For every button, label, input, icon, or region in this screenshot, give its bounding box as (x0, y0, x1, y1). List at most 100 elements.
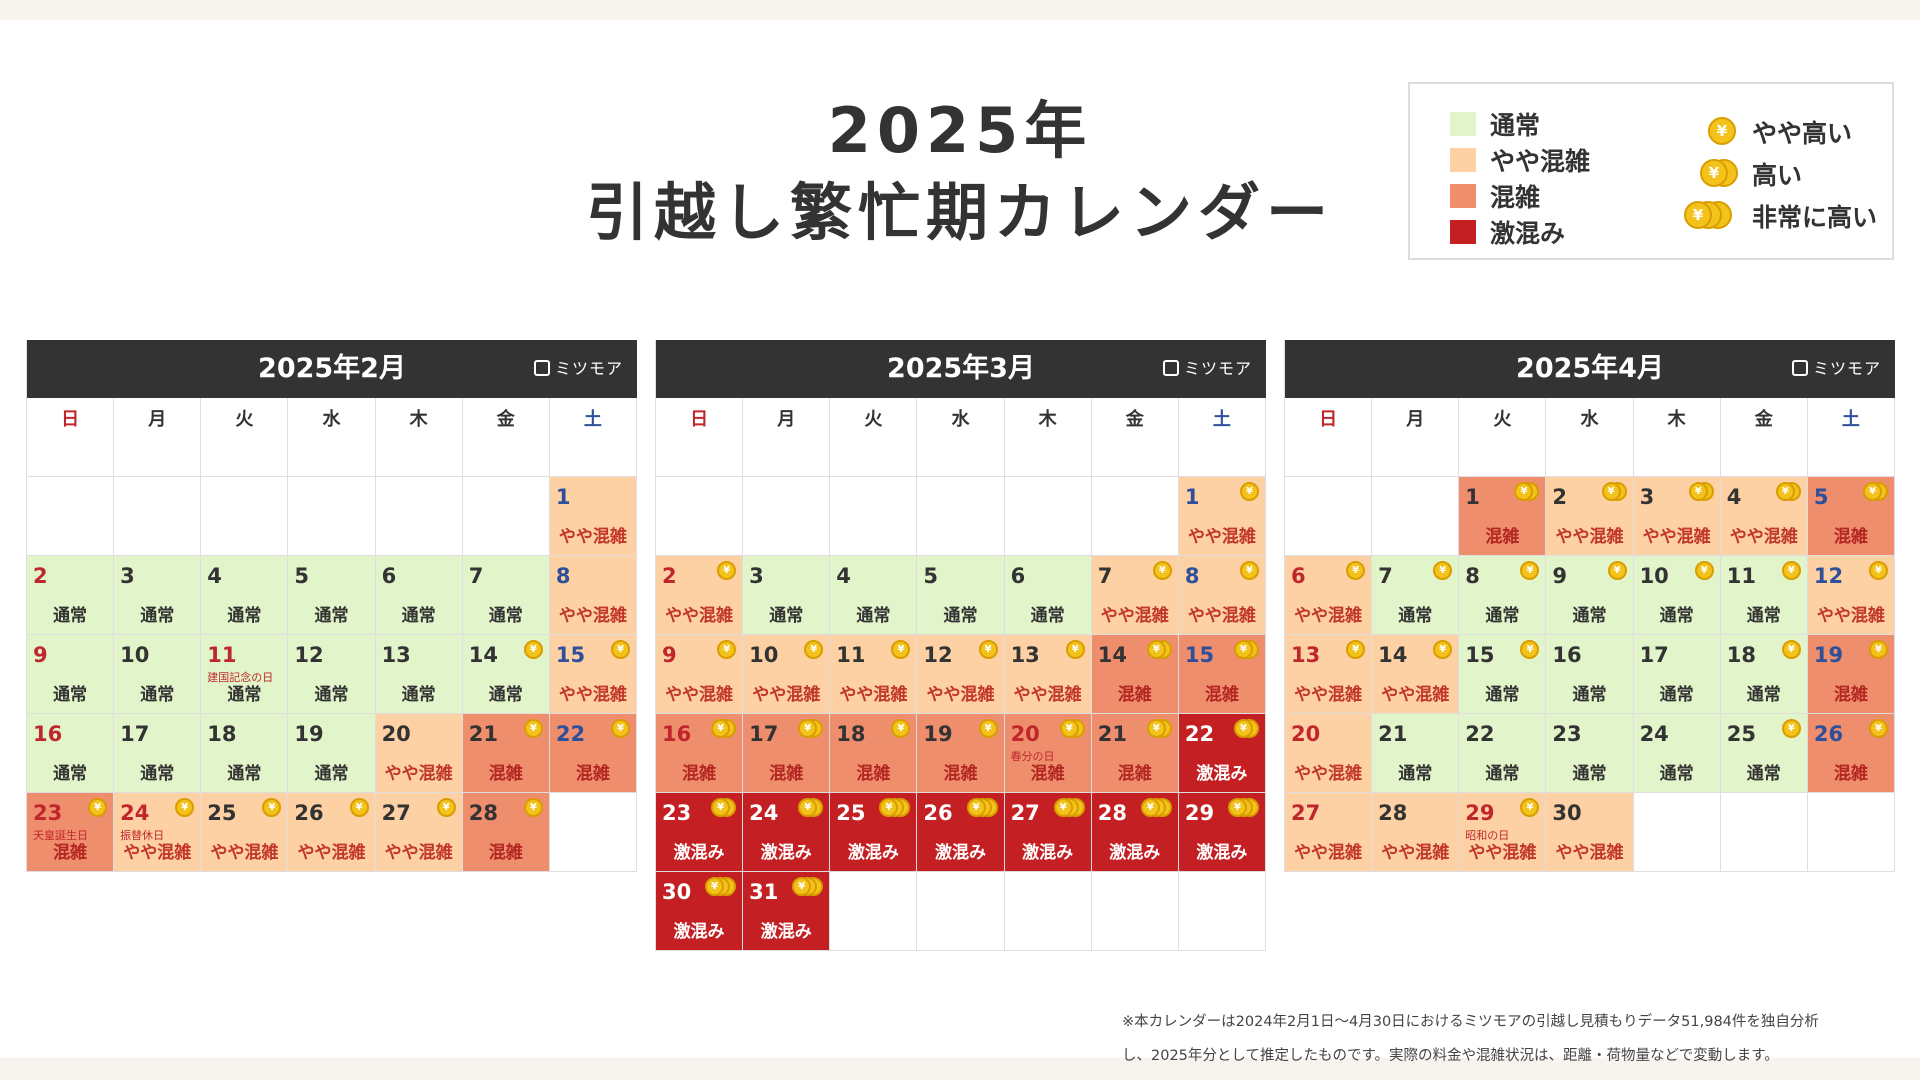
calendar-day: 17 混雑 ¥ (743, 714, 831, 793)
day-number: 14 (1097, 643, 1127, 667)
day-number: 15 (1184, 643, 1215, 667)
day-number: 22 (1465, 722, 1495, 746)
calendar-empty-cell (549, 793, 637, 872)
calendar-day: 21 混雑 ¥ (462, 714, 550, 793)
congestion-status: やや混雑 (1294, 606, 1363, 626)
calendar-empty-cell (1004, 872, 1092, 951)
day-number: 2 (1552, 485, 1568, 509)
congestion-status: 激混み (1109, 843, 1161, 863)
calendar-day: 27 激混み ¥ (1004, 793, 1092, 872)
calendar-day: 20 やや混雑 (1285, 714, 1373, 793)
calendar-empty-cell (288, 477, 376, 556)
calendar-day: 3 通常 (743, 556, 831, 635)
calendar-day: 23 激混み ¥ (656, 793, 744, 872)
price-coins-icon: ¥ (1059, 719, 1085, 739)
calendar-day: 23 通常 (1546, 714, 1634, 793)
congestion-status: やや混雑 (1555, 527, 1624, 547)
brand-name: ミツモア (554, 359, 623, 378)
calendar-empty-cell (1633, 793, 1721, 872)
calendar-empty-cell (830, 477, 918, 556)
congestion-status: 激混み (760, 843, 812, 863)
footnote: ※本カレンダーは2024年2月1日〜4月30日におけるミツモアの引越し見積もりデ… (1122, 1005, 1902, 1073)
day-number: 28 (468, 801, 498, 825)
day-number: 17 (120, 722, 150, 746)
calendar-day: 28 やや混雑 (1372, 793, 1460, 872)
day-number: 23 (33, 801, 63, 825)
congestion-status: 通常 (769, 606, 804, 626)
coin-icon: ¥ (523, 640, 543, 659)
congestion-status: やや混雑 (1381, 843, 1450, 863)
coin-icon: ¥ (1781, 640, 1801, 659)
weekday-header: 日 (1285, 398, 1373, 477)
congestion-status: 通常 (1572, 764, 1607, 784)
calendar-day: 1 混雑 ¥ (1459, 477, 1547, 556)
calendar-empty-cell (27, 477, 115, 556)
calendar-day: 17 通常 (1633, 635, 1721, 714)
calendar-day: 23 天皇誕生日 混雑 ¥ (27, 793, 115, 872)
calendar-empty-cell (1807, 793, 1895, 872)
calendar-day: 30 激混み ¥ (656, 872, 744, 951)
congestion-status: やや混雑 (1187, 606, 1256, 626)
price-coins-icon: ¥ (1152, 561, 1172, 581)
calendar-day: 25 激混み ¥ (830, 793, 918, 872)
day-number: 29 (1184, 801, 1215, 825)
calendar-day: 24 激混み ¥ (743, 793, 831, 872)
calendar-day: 13 通常 (375, 635, 463, 714)
congestion-status: 激混み (1022, 843, 1074, 863)
calendar-day: 18 混雑 ¥ (830, 714, 918, 793)
calendar-february: 2025年2月 ミツモア 日月火水木金土 1 やや混雑 2 通常 3 通常 4 通常 5 通常 6 通常… (26, 340, 637, 872)
day-number: 10 (1639, 564, 1669, 588)
congestion-status: 通常 (227, 685, 262, 705)
calendar-day: 9 通常 (27, 635, 115, 714)
congestion-status: 通常 (1746, 685, 1781, 705)
calendar-day: 27 やや混雑 (1285, 793, 1373, 872)
day-number: 1 (1465, 485, 1480, 509)
price-coins-icon: ¥ (1869, 719, 1888, 739)
day-number: 27 (381, 801, 411, 825)
congestion-status: 通常 (140, 685, 175, 705)
day-number: 19 (1813, 643, 1844, 667)
coin-icon: ¥ (1346, 640, 1366, 659)
congestion-status: 混雑 (769, 764, 804, 784)
price-coins-icon: ¥ (891, 640, 911, 660)
footnote-line-1: ※本カレンダーは2024年2月1日〜4月30日におけるミツモアの引越し見積もりデ… (1122, 1014, 1819, 1030)
legend-swatch-mild (1450, 148, 1476, 172)
congestion-status: 通常 (53, 606, 88, 626)
day-number: 3 (749, 564, 764, 588)
day-number: 9 (1552, 564, 1568, 588)
coin-icon: ¥ (1520, 561, 1540, 580)
calendar-day: 4 通常 (830, 556, 918, 635)
coin-icon: ¥ (1053, 798, 1073, 817)
calendar-day: 17 通常 (114, 714, 202, 793)
calendar-day: 7 通常 ¥ (1372, 556, 1460, 635)
coin-icon: ¥ (1781, 561, 1801, 580)
holiday-name: 天皇誕生日 (33, 829, 88, 842)
price-coins-icon: ¥ (523, 719, 543, 739)
day-number: 25 (207, 801, 237, 825)
calendar-day: 26 やや混雑 ¥ (288, 793, 376, 872)
day-number: 5 (294, 564, 310, 588)
legend-price-high: ¥ 高い (1680, 156, 1802, 192)
calendar-day: 29 昭和の日 やや混雑 ¥ (1459, 793, 1547, 872)
price-coins-icon: ¥ (1601, 482, 1627, 502)
day-number: 26 (1813, 722, 1844, 746)
price-coins-icon: ¥ (436, 798, 456, 818)
holiday-name: 昭和の日 (1465, 829, 1510, 842)
day-number: 8 (555, 564, 571, 588)
price-coins-icon: ¥ (1053, 798, 1085, 818)
weekday-header: 木 (1633, 398, 1721, 477)
congestion-status: 混雑 (856, 764, 891, 784)
calendar-day: 21 混雑 ¥ (1091, 714, 1179, 793)
congestion-status: 通常 (1398, 606, 1433, 626)
calendar-day: 6 通常 (1004, 556, 1092, 635)
congestion-status: やや混雑 (1642, 527, 1711, 547)
weekday-header: 金 (1720, 398, 1808, 477)
page-canvas: 2025年 引越し繁忙期カレンダー 通常 やや混雑 混雑 激混み ¥ やや高い (0, 20, 1920, 1064)
congestion-status: 混雑 (53, 843, 88, 863)
coin-icon: ¥ (611, 719, 630, 738)
day-number: 12 (294, 643, 324, 667)
calendar-empty-cell (1285, 477, 1373, 556)
congestion-status: やや混雑 (558, 527, 627, 547)
congestion-status: 激混み (1196, 764, 1248, 784)
brand-name: ミツモア (1183, 359, 1252, 378)
